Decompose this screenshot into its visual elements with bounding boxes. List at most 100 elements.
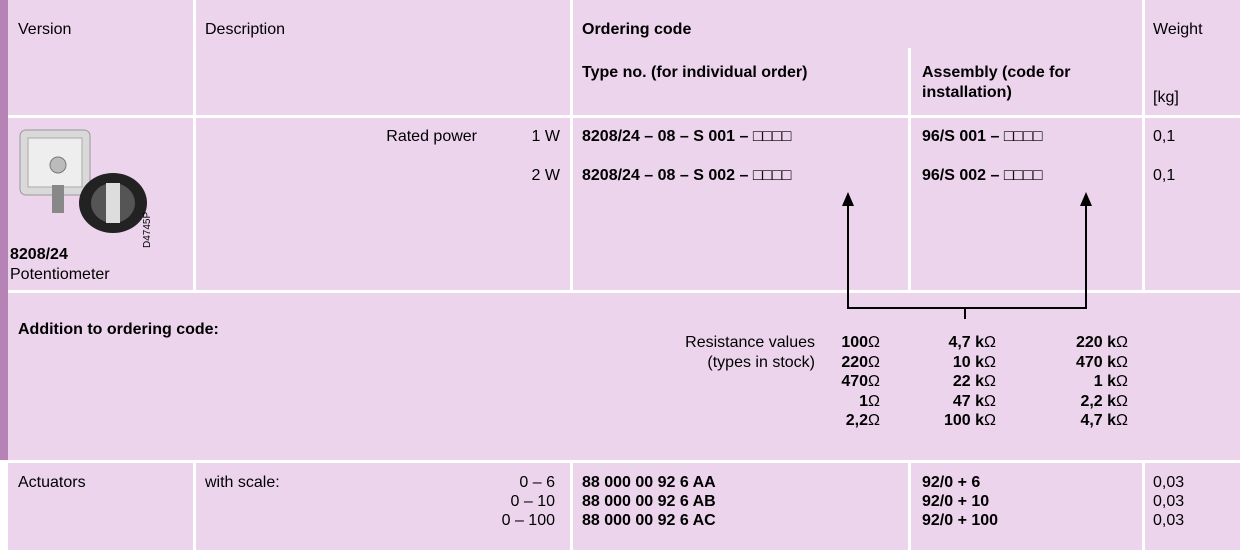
resistance-unit: Ω [1116,412,1128,429]
cell [911,463,1142,550]
range: 0 – 6 [519,474,555,491]
image-label: D4745P [142,212,153,248]
weight: 0,1 [1153,128,1176,145]
resistance: 470 kΩ [1076,353,1128,373]
side-strip [0,0,8,460]
resistance: 47 kΩ [953,392,996,412]
resistance: 2,2Ω [846,411,880,431]
resistance-value: 2,2 [845,412,869,429]
resistance-value: 220 k [1075,334,1117,351]
range: 0 – 10 [510,493,555,510]
header: [kg] [1153,89,1179,106]
resistance: 1 kΩ [1094,372,1128,392]
assembly: 92/0 + 6 [922,474,981,491]
resistance-unit: Ω [868,412,880,429]
divider [908,48,911,115]
resistance-value: 220 [841,353,869,371]
code: 88 000 00 92 6 AB [582,493,716,510]
cell [1145,118,1240,290]
label: Actuators [18,474,86,491]
resistance: 100 kΩ [944,411,996,431]
label: Rated power [386,128,477,145]
cell [573,0,1142,115]
resistance-value: 470 [841,373,869,390]
resistance: 220Ω [841,353,880,373]
resistance-value: 470 k [1075,353,1117,371]
cell [573,463,908,550]
label: with scale: [205,474,280,491]
cell [8,293,1240,460]
power: 1 W [531,128,560,145]
product-image: D4745P [19,129,153,248]
header: Weight [1153,21,1203,38]
resistance: 4,7 kΩ [1080,411,1128,431]
weight: 0,03 [1153,512,1185,529]
cell [196,118,570,290]
resistance: 470Ω [841,372,880,392]
resistance-unit: Ω [868,373,880,390]
label: (types in stock) [707,354,815,371]
cell [1145,463,1240,550]
cell [196,0,570,115]
resistance-value: 47 k [952,392,985,410]
cell [8,0,193,115]
assembly: 96/S 002 – □□□□ [922,167,1043,184]
resistance-unit: Ω [1116,392,1128,410]
resistance: 10 kΩ [953,353,996,373]
resistance-value: 2,2 k [1080,392,1117,410]
resistance-value: 100 [841,334,869,351]
resistance-value: 4,7 k [1080,412,1117,429]
assembly: 96/S 001 – □□□□ [922,128,1043,145]
assembly: 92/0 + 100 [922,512,999,529]
code: 88 000 00 92 6 AA [582,474,716,491]
resistance-value: 100 k [943,412,985,429]
resistance-unit: Ω [868,353,880,371]
header: Version [18,21,72,38]
resistance-unit: Ω [1116,373,1128,390]
resistance-unit: Ω [1116,334,1128,351]
header: Type no. (for individual order) [582,64,808,81]
resistance-value: 1 [859,392,869,410]
resistance-unit: Ω [984,353,996,371]
resistance-value: 1 k [1093,373,1117,390]
resistance-unit: Ω [868,334,880,351]
resistance: 22 kΩ [953,372,996,392]
code: 88 000 00 92 6 AC [582,512,716,529]
cell [8,463,193,550]
header: Ordering code [582,21,692,38]
cell [1145,0,1240,115]
resistance-value: 22 k [952,373,985,390]
header: installation) [922,84,1012,101]
resistance-unit: Ω [868,392,880,410]
header: Assembly (code for [922,64,1071,81]
resistance: 2,2 kΩ [1080,392,1128,412]
power: 2 W [531,167,560,184]
range: 0 – 100 [501,512,555,529]
resistance-value: 4,7 k [948,334,985,351]
resistance-value: 10 k [952,353,985,371]
weight: 0,03 [1153,493,1185,510]
product-desc: Potentiometer [10,266,110,283]
resistance: 4,7 kΩ [948,333,996,353]
resistance: 100Ω [841,333,880,353]
assembly: 92/0 + 10 [922,493,990,510]
arrowhead [842,192,854,206]
label: Resistance values [685,334,815,351]
resistance-unit: Ω [984,412,996,429]
section-title: Addition to ordering code: [18,321,219,338]
header: Description [205,21,286,38]
weight: 0,03 [1153,474,1185,491]
resistance-unit: Ω [1116,353,1128,371]
weight: 0,1 [1153,167,1176,184]
type-no: 8208/24 – 08 – S 001 – □□□□ [582,128,792,145]
resistance: 1Ω [859,392,880,412]
type-no: 8208/24 – 08 – S 002 – □□□□ [582,167,792,184]
resistance-unit: Ω [984,392,996,410]
cell [196,463,570,550]
connector [847,200,1087,319]
cell [911,118,1142,290]
product-name: 8208/24 [10,246,68,263]
resistance-unit: Ω [984,373,996,390]
